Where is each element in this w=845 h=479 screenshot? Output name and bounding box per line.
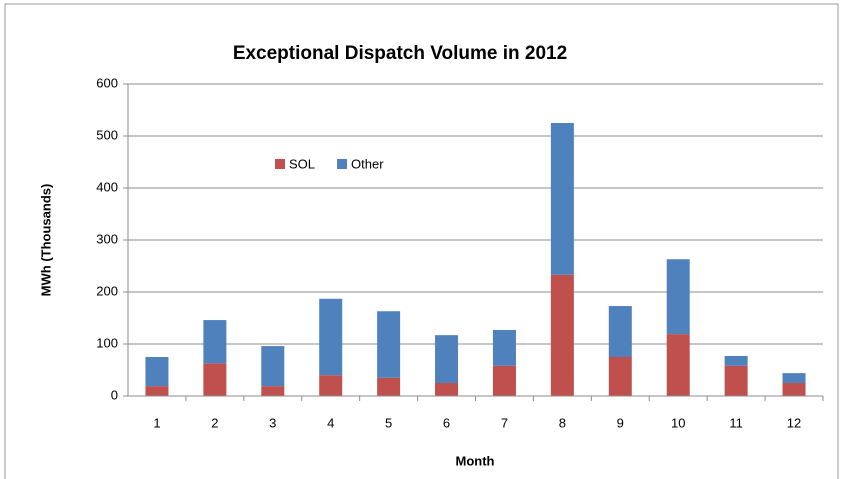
bar-segment [782,383,806,396]
y-tick-label: 200 [96,283,118,298]
bar-segment [608,306,632,357]
bar-segment [435,383,459,396]
bar-segment [492,329,516,366]
bar-segment [377,377,401,396]
bar-segment [550,123,574,275]
bar-segment [377,311,401,378]
bar-segment [261,386,285,396]
x-tick-label: 9 [617,415,624,430]
y-tick-label: 0 [111,387,118,402]
y-tick-label: 600 [96,75,118,90]
bar-segment [203,320,227,364]
chart-frame [4,3,839,479]
bar-segment [724,355,748,366]
x-tick-label: 10 [671,415,685,430]
y-axis-title: MWh (Thousands) [38,184,53,297]
bar-segment [319,375,343,396]
y-tick-label: 400 [96,179,118,194]
legend-label: Other [351,156,384,171]
x-tick-label: 8 [559,415,566,430]
bar-segment [492,365,516,396]
bar-segment [782,373,806,383]
y-tick-label: 300 [96,231,118,246]
x-tick-label: 5 [385,415,392,430]
bar-segment [724,365,748,396]
bar-segment [319,298,343,376]
x-tick-label: 1 [153,415,160,430]
x-tick-label: 6 [443,415,450,430]
x-tick-label: 2 [211,415,218,430]
bar-segment [435,335,459,383]
bar-segment [145,357,169,387]
y-tick-label: 500 [96,127,118,142]
bar-segment [145,386,169,396]
x-tick-label: 12 [787,415,801,430]
bar-segment [550,274,574,396]
legend-swatch [337,159,348,169]
bar-segment [666,334,690,396]
bar-segment [666,259,690,335]
x-tick-label: 7 [501,415,508,430]
bar-segment [203,363,227,396]
x-axis-title: Month [456,453,495,468]
x-tick-label: 11 [729,415,743,430]
bar-segment [608,357,632,396]
bar-segment [261,346,285,387]
x-tick-label: 4 [327,415,334,430]
legend-swatch [275,159,285,169]
x-tick-label: 3 [269,415,276,430]
chart-title: Exceptional Dispatch Volume in 2012 [233,43,567,64]
legend-label: SOL [289,156,315,171]
y-tick-label: 100 [96,335,118,350]
